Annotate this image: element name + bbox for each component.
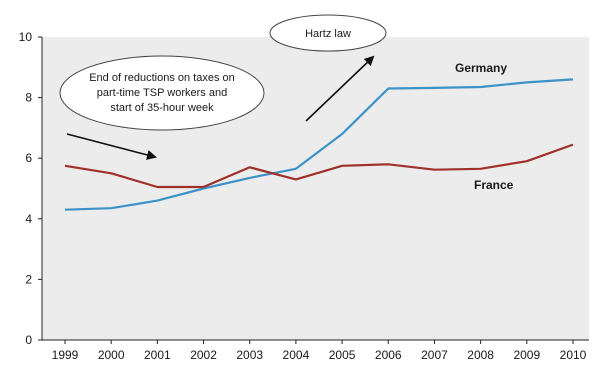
x-tick-label: 2009 bbox=[513, 348, 540, 362]
x-tick-label: 2006 bbox=[375, 348, 402, 362]
annotation-tax-reductions: End of reductions on taxes on part-time … bbox=[59, 55, 265, 160]
series-line-france bbox=[64, 143, 574, 189]
y-tick-label: 6 bbox=[25, 151, 32, 165]
series-label-france: France bbox=[474, 178, 514, 192]
series-lines bbox=[64, 78, 574, 211]
x-tick-label: 2010 bbox=[560, 348, 587, 362]
y-tick-labels: 0 2 4 6 8 10 bbox=[19, 30, 42, 347]
annotation-bubble bbox=[269, 14, 387, 52]
x-tick-labels: 1999 2000 2001 2002 2003 2004 2005 2006 2007 2008… bbox=[52, 340, 587, 362]
series-label-germany: Germany bbox=[455, 61, 507, 75]
x-tick-label: 2003 bbox=[236, 348, 263, 362]
annotation-line: Hartz law bbox=[305, 28, 351, 40]
x-tick-label: 2001 bbox=[144, 348, 171, 362]
y-tick-label: 4 bbox=[25, 212, 32, 226]
x-tick-label: 2000 bbox=[98, 348, 125, 362]
x-tick-label: 2005 bbox=[329, 348, 356, 362]
annotation-line: start of 35-hour week bbox=[110, 102, 214, 114]
annotation-arrow bbox=[66, 133, 157, 160]
series-line-germany bbox=[64, 78, 574, 211]
x-tick-label: 2008 bbox=[467, 348, 494, 362]
annotation-line: part-time TSP workers and bbox=[97, 87, 227, 99]
annotation-line: End of reductions on taxes on bbox=[89, 72, 235, 84]
x-tick-label: 2007 bbox=[421, 348, 448, 362]
annotation-arrow bbox=[305, 55, 375, 122]
x-tick-label: 2004 bbox=[283, 348, 310, 362]
y-tick-label: 10 bbox=[19, 30, 33, 44]
y-tick-label: 2 bbox=[25, 272, 32, 286]
annotation-hartz-law: Hartz law bbox=[269, 14, 387, 122]
x-tick-label: 2002 bbox=[190, 348, 217, 362]
annotation-bubble bbox=[59, 55, 265, 131]
y-tick-label: 8 bbox=[25, 91, 32, 105]
x-tick-label: 1999 bbox=[52, 348, 79, 362]
y-tick-label: 0 bbox=[25, 333, 32, 347]
